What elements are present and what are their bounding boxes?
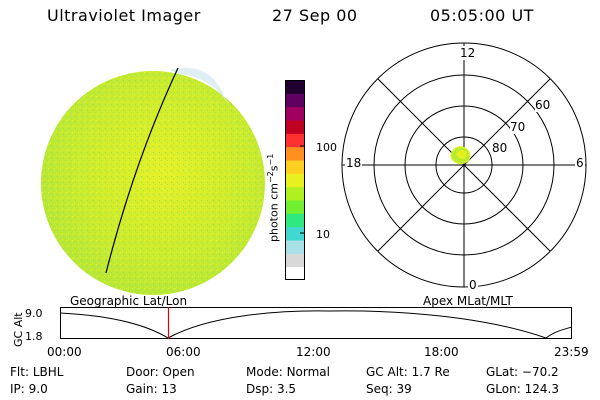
colorbar-swatch: [285, 240, 305, 254]
aurora-blob-core: [456, 150, 467, 159]
info-door: Door: Open: [126, 365, 195, 379]
colorbar-frame: [285, 80, 305, 280]
polar-plot: [341, 42, 587, 288]
mlt-label-18: 18: [345, 156, 363, 170]
colorbar-swatch: [285, 93, 305, 108]
time-tick-0000: 00:00: [47, 345, 82, 359]
altitude-frame: [60, 307, 572, 339]
colorbar-swatch: [285, 80, 305, 94]
colorbar: [285, 80, 305, 281]
colorbar-tick-100: 100: [316, 141, 337, 154]
time-tick-1800: 18:00: [424, 345, 459, 359]
info-glat: GLat: −70.2: [486, 365, 559, 379]
info-glon: GLon: 124.3: [486, 382, 559, 396]
time-tick-0600: 06:00: [166, 345, 201, 359]
date-label: 27 Sep 00: [272, 6, 358, 25]
colorbar-tick-10: 10: [316, 228, 330, 241]
geographic-caption: Geographic Lat/Lon: [70, 294, 188, 308]
app-title: Ultraviolet Imager: [47, 6, 201, 25]
colorbar-unit-label: photon cm−2s−1: [266, 153, 281, 242]
info-dsp: Dsp: 3.5: [246, 382, 297, 396]
colorbar-swatch: [285, 213, 305, 228]
colorbar-swatch: [285, 173, 305, 188]
mlt-label-6: 6: [575, 156, 585, 170]
lat-label-70: 70: [510, 120, 526, 134]
time-tick-2359: 23:59: [554, 345, 589, 359]
alt-min-label: 1.8: [25, 330, 43, 343]
mlt-label-12: 12: [458, 46, 478, 60]
ground-track-line: [105, 67, 179, 274]
colorbar-swatch: [285, 186, 305, 201]
time-label: 05:05:00 UT: [430, 6, 534, 25]
info-gc-alt: GC Alt: 1.7 Re: [366, 365, 450, 379]
time-tick-1200: 12:00: [296, 345, 331, 359]
info-mode: Mode: Normal: [246, 365, 330, 379]
colorbar-swatch: [285, 226, 305, 241]
apex-caption: Apex MLat/MLT: [423, 294, 513, 308]
colorbar-swatch: [285, 106, 305, 121]
info-gain: Gain: 13: [126, 382, 177, 396]
colorbar-swatch: [285, 120, 305, 134]
earth-image: [41, 67, 265, 295]
info-flt: Flt: LBHL: [10, 365, 64, 379]
colorbar-swatch: [285, 200, 305, 214]
colorbar-swatch: [285, 253, 305, 268]
lat-label-60: 60: [535, 98, 551, 112]
colorbar-swatch: [285, 160, 305, 174]
mlt-label-0: 0: [468, 278, 478, 292]
altitude-chart: [59, 307, 573, 339]
colorbar-swatch: [285, 266, 305, 281]
colorbar-swatch: [285, 133, 305, 148]
info-ip: IP: 9.0: [10, 382, 48, 396]
alt-max-label: 9.0: [25, 307, 43, 320]
lat-label-80: 80: [492, 141, 508, 155]
altitude-curve: [59, 310, 573, 339]
polar-diagonal-2: [377, 78, 551, 252]
info-seq: Seq: 39: [366, 382, 412, 396]
colorbar-swatch: [285, 146, 305, 161]
alt-axis-label: GC Alt: [12, 312, 25, 347]
